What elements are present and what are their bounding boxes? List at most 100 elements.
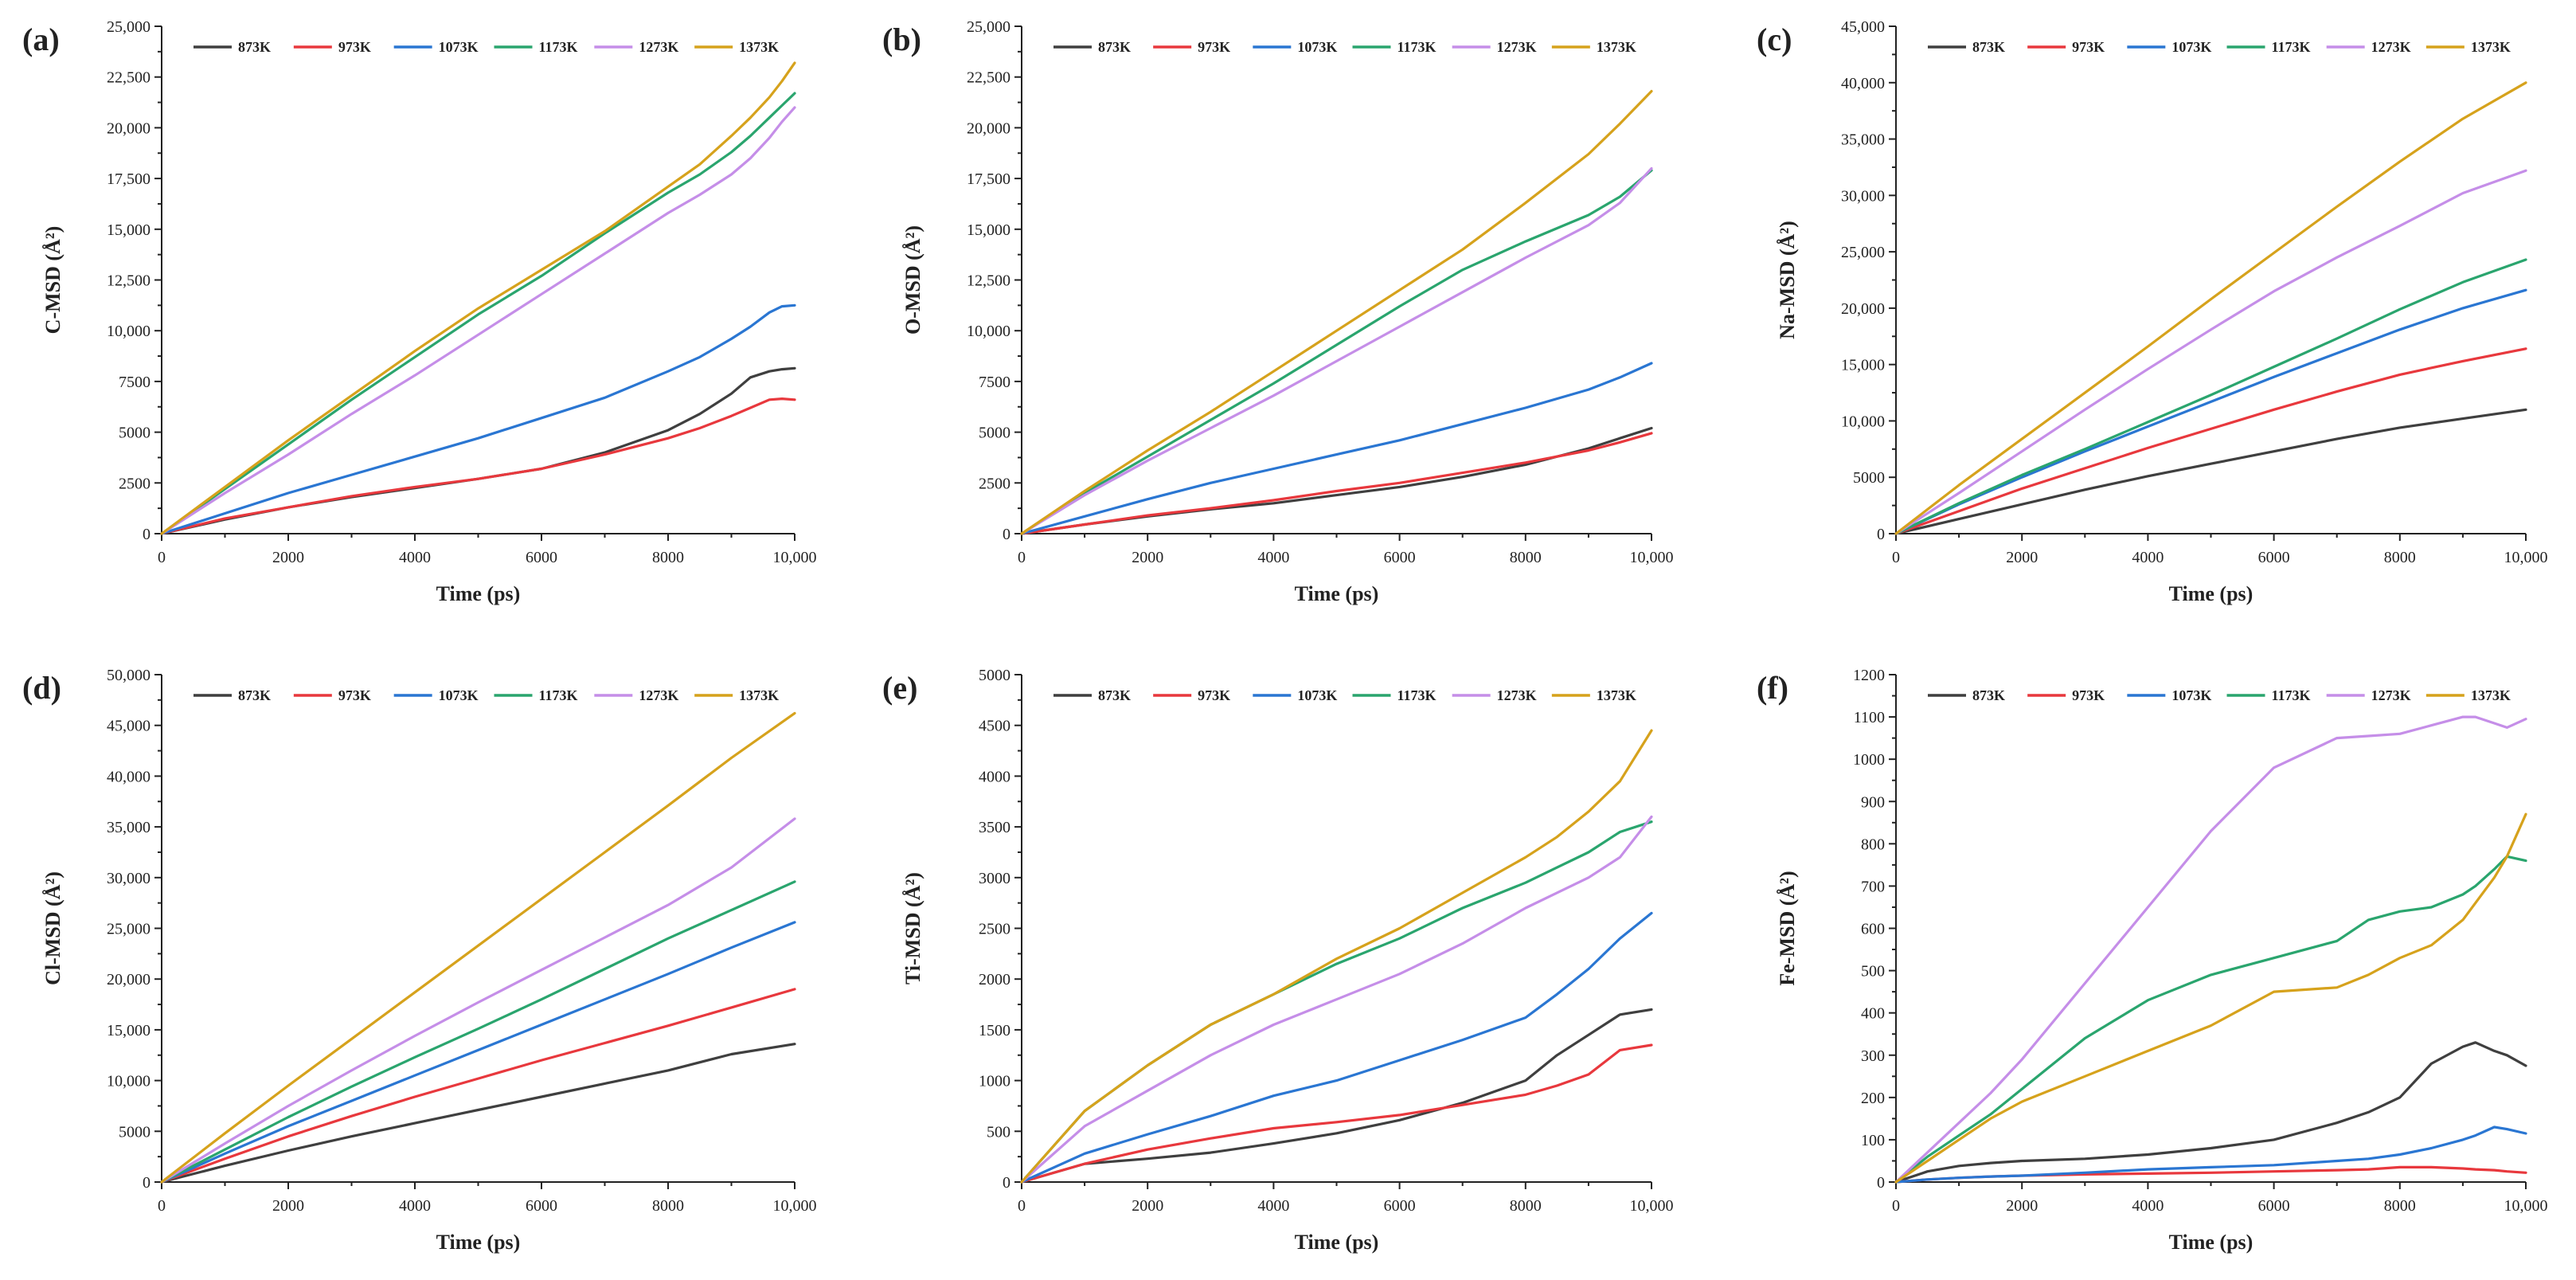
- legend-label: 1273K: [639, 687, 678, 703]
- y-tick-label: 700: [1861, 878, 1885, 895]
- x-tick-label: 8000: [652, 1197, 684, 1215]
- legend-label: 1173K: [539, 687, 578, 703]
- series-line-1373K: [1894, 81, 2527, 535]
- y-tick-label: 20,000: [1841, 300, 1885, 318]
- y-tick-label: 3500: [979, 819, 1010, 836]
- y-tick-label: 1000: [979, 1073, 1010, 1090]
- y-tick-label: 500: [1861, 963, 1885, 981]
- legend-label: 1273K: [2371, 39, 2411, 55]
- legend-label: 973K: [2072, 39, 2105, 55]
- legend-label: 1273K: [2371, 687, 2411, 703]
- x-tick-label: 4000: [399, 1197, 431, 1215]
- x-tick-label: 10,000: [2504, 549, 2548, 566]
- series-line-1073K: [160, 303, 796, 535]
- panel-label: (a): [22, 22, 60, 57]
- x-tick-label: 0: [158, 1197, 166, 1215]
- y-tick-label: 1500: [979, 1022, 1010, 1039]
- series-line-973K: [1020, 1043, 1653, 1184]
- y-tick-label: 3000: [979, 870, 1010, 887]
- legend-label: 973K: [338, 39, 371, 55]
- series-line-1373K: [1020, 89, 1653, 535]
- y-tick-label: 45,000: [1841, 18, 1885, 36]
- y-tick-label: 1200: [1853, 667, 1885, 684]
- legend-label: 873K: [238, 39, 271, 55]
- y-tick-label: 12,500: [967, 272, 1010, 290]
- y-tick-label: 0: [1877, 526, 1885, 543]
- panel-6: (f) 0 2000 4000 6000 8000 10,000 0 100 200 300 400 5…: [1757, 667, 2548, 1254]
- legend-label: 873K: [238, 687, 271, 703]
- y-tick-label: 400: [1861, 1005, 1885, 1023]
- x-axis-title: Time (ps): [1295, 582, 1379, 605]
- y-tick-label: 4000: [979, 768, 1010, 785]
- y-tick-label: 5000: [1853, 469, 1885, 487]
- x-tick-label: 8000: [1510, 1197, 1542, 1215]
- y-tick-label: 30,000: [107, 870, 150, 887]
- series-line-873K: [1020, 1008, 1653, 1184]
- legend-label: 1373K: [2471, 687, 2511, 703]
- x-tick-label: 2000: [2006, 549, 2038, 566]
- panel-5: (e) 0 2000 4000 6000 8000 10,000 0 500 1000 1500 20…: [882, 667, 1674, 1254]
- panel-label: (c): [1757, 22, 1792, 57]
- x-axis-title: Time (ps): [2169, 1231, 2254, 1254]
- legend-label: 1073K: [2171, 39, 2211, 55]
- y-tick-label: 15,000: [967, 221, 1010, 239]
- y-tick-label: 0: [1003, 526, 1010, 543]
- panel-2: (b) 0 2000 4000 6000 8000 10,000 0 2500 5000 7500 1…: [882, 18, 1674, 605]
- y-tick-label: 900: [1861, 793, 1885, 811]
- y-tick-label: 0: [1003, 1174, 1010, 1192]
- series-line-1373K: [160, 61, 796, 535]
- x-tick-label: 10,000: [773, 1197, 817, 1215]
- y-tick-label: 5000: [979, 425, 1010, 442]
- series-line-873K: [160, 1043, 796, 1184]
- y-tick-label: 15,000: [107, 1022, 150, 1039]
- panel-label: (d): [22, 670, 61, 706]
- legend-label: 1373K: [1597, 687, 1636, 703]
- legend-label: 1173K: [1397, 39, 1437, 55]
- y-tick-label: 45,000: [107, 718, 150, 735]
- series-line-1173K: [1020, 169, 1653, 535]
- series-line-1373K: [1020, 729, 1653, 1184]
- y-tick-label: 35,000: [1841, 131, 1885, 149]
- x-tick-label: 8000: [652, 549, 684, 566]
- x-axis-title: Time (ps): [2169, 582, 2254, 605]
- y-tick-label: 10,000: [107, 323, 150, 340]
- series-line-873K: [160, 366, 796, 535]
- y-tick-label: 17,500: [107, 170, 150, 188]
- series-line-973K: [1020, 432, 1653, 535]
- series-line-1373K: [1894, 812, 2527, 1184]
- x-tick-label: 10,000: [2504, 1197, 2548, 1215]
- legend-label: 873K: [1972, 39, 2005, 55]
- y-tick-label: 25,000: [1841, 244, 1885, 261]
- y-tick-label: 0: [143, 1174, 150, 1192]
- x-tick-label: 0: [1892, 1197, 1900, 1215]
- legend-label: 973K: [1198, 687, 1230, 703]
- y-tick-label: 2500: [979, 475, 1010, 492]
- legend-label: 973K: [2072, 687, 2105, 703]
- legend-label: 1273K: [1497, 39, 1537, 55]
- legend-label: 1373K: [1597, 39, 1636, 55]
- y-tick-label: 25,000: [967, 18, 1010, 36]
- y-tick-label: 22,500: [967, 69, 1010, 87]
- y-tick-label: 500: [987, 1123, 1010, 1141]
- legend-label: 873K: [1972, 687, 2005, 703]
- legend-label: 1373K: [739, 39, 779, 55]
- legend-label: 1073K: [439, 687, 479, 703]
- series-line-873K: [1020, 426, 1653, 535]
- series-line-973K: [160, 988, 796, 1184]
- x-axis-title: Time (ps): [436, 1231, 521, 1254]
- y-axis-title: Cl-MSD (Å²): [41, 871, 64, 985]
- x-tick-label: 2000: [1132, 1197, 1163, 1215]
- series-line-1173K: [1894, 855, 2527, 1184]
- x-tick-label: 8000: [2384, 549, 2416, 566]
- series-line-973K: [1894, 347, 2527, 535]
- x-tick-label: 8000: [2384, 1197, 2416, 1215]
- legend-label: 1273K: [1497, 687, 1537, 703]
- y-tick-label: 4500: [979, 718, 1010, 735]
- y-tick-label: 0: [143, 526, 150, 543]
- y-tick-label: 5000: [119, 425, 150, 442]
- series-line-1073K: [1020, 362, 1653, 535]
- legend-label: 873K: [1098, 39, 1131, 55]
- x-tick-label: 0: [1018, 1197, 1026, 1215]
- x-tick-label: 10,000: [1630, 1197, 1674, 1215]
